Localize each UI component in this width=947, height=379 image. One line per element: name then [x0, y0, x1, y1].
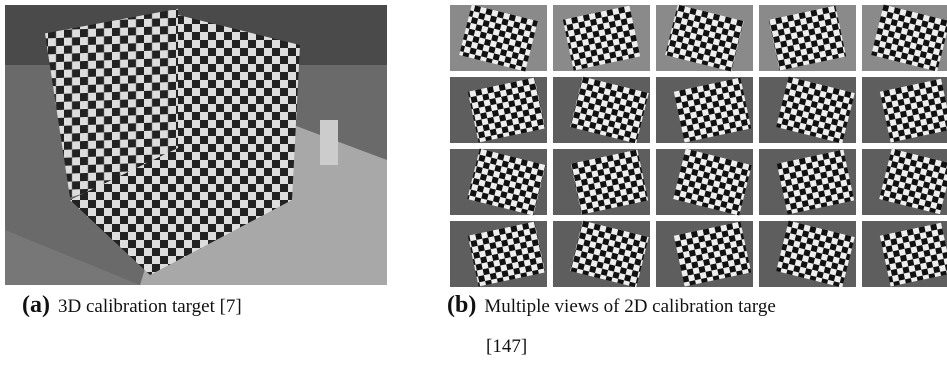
subfigure-label: (a) — [22, 292, 50, 318]
caption-b: (b) Multiple views of 2D calibration targ… — [447, 292, 776, 319]
photo-b — [450, 5, 947, 288]
figure — [0, 0, 947, 379]
caption-text: Multiple views of 2D calibration targe — [484, 296, 775, 317]
page: (a) 3D calibration target [7] (b) Multiple… — [0, 0, 947, 379]
caption-b-continued: [147] — [486, 336, 527, 358]
caption-a: (a) 3D calibration target [7] — [22, 292, 242, 319]
caption-text: 3D calibration target [7] — [58, 296, 242, 317]
caption-text: [147] — [486, 336, 527, 357]
photo-a — [5, 5, 387, 285]
subfigure-label: (b) — [447, 292, 476, 318]
